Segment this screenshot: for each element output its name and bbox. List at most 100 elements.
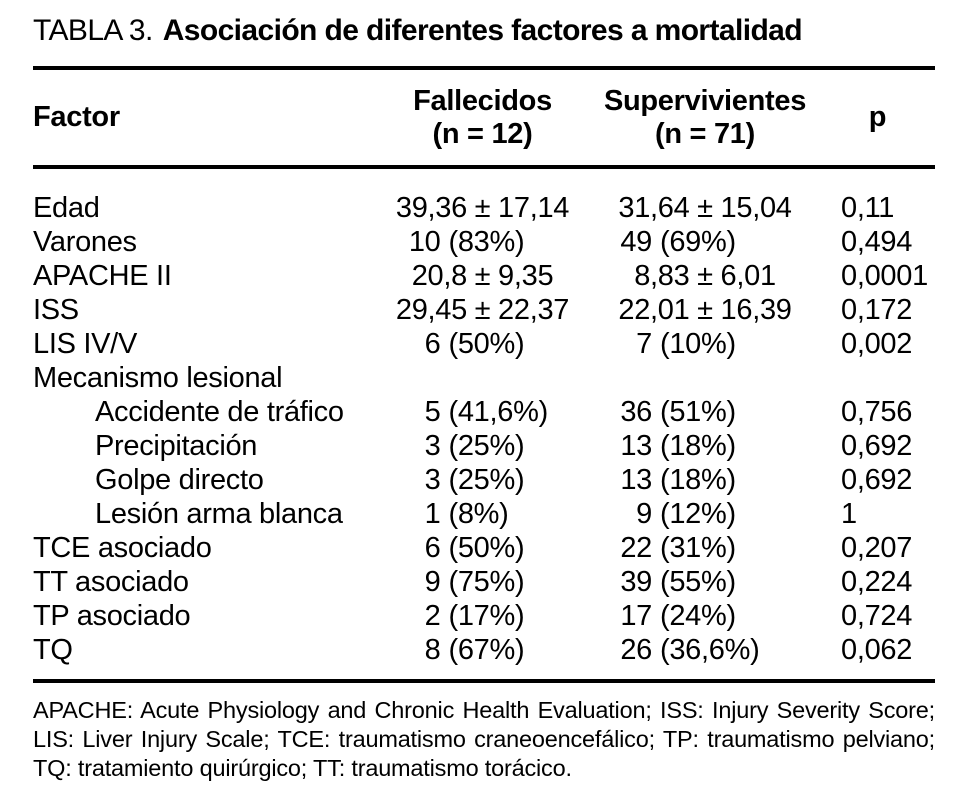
value-mean-sd: 31,64 ± 15,04 [618, 192, 792, 224]
value-percent: (67%) [448, 634, 525, 666]
bottom-rule [33, 679, 935, 683]
value-percent: (41,6%) [448, 396, 549, 428]
row-label: TP asociado [33, 600, 191, 632]
value-percent: (18%) [660, 464, 736, 496]
value-mean-sd: 20,8 ± 9,35 [411, 260, 554, 292]
col-header-fallecidos: Fallecidos (n = 12) [375, 68, 590, 169]
cell-fallecidos: 39,36 ± 17,14 [375, 167, 590, 225]
cell-fallecidos: 9 (75%) [375, 565, 590, 599]
value-mean-sd: 39,36 ± 17,14 [395, 192, 570, 224]
value-count: 13 [620, 430, 652, 462]
footnote-line: LIS: Liver Injury Scale; TCE: traumatism… [33, 726, 935, 752]
table-row-lis: LIS IV/V 6 (50%) 7 (10%) 0,002 [33, 327, 935, 361]
value-count: 7 [636, 328, 652, 360]
value-percent: (83%) [448, 226, 525, 258]
cell-p-value: 0,724 [841, 600, 913, 632]
table-row-iss: ISS 29,45 ± 22,37 22,01 ± 16,39 0,172 [33, 293, 935, 327]
cell-fallecidos-empty [375, 361, 590, 395]
value-count: 39 [620, 566, 652, 598]
value-percent: (12%) [660, 498, 736, 530]
value-percent: (24%) [660, 600, 736, 632]
cell-p-empty [820, 361, 935, 395]
value-percent: (75%) [448, 566, 525, 598]
cell-fallecidos: 6 (50%) [375, 327, 590, 361]
cell-p-value: 0,002 [841, 328, 913, 360]
cell-supervivientes: 31,64 ± 15,04 [590, 167, 820, 225]
table-row-tce: TCE asociado 6 (50%) 22 (31%) 0,207 [33, 531, 935, 565]
value-percent: (69%) [660, 226, 736, 258]
cell-p-value: 0,0001 [841, 260, 928, 292]
cell-supervivientes: 22,01 ± 16,39 [590, 293, 820, 327]
cell-supervivientes: 8,83 ± 6,01 [590, 259, 820, 293]
cell-supervivientes: 17 (24%) [590, 599, 820, 633]
cell-p-value: 0,172 [841, 294, 913, 326]
row-label: Golpe directo [95, 464, 264, 496]
value-percent: (17%) [448, 600, 525, 632]
row-group-label: Mecanismo lesional [33, 362, 283, 394]
table-row-mecanismo-group: Mecanismo lesional [33, 361, 935, 395]
row-label: Accidente de tráfico [95, 396, 344, 428]
value-mean-sd: 8,83 ± 6,01 [634, 260, 776, 292]
value-count: 2 [424, 600, 441, 632]
table-number-label: TABLA 3. [33, 14, 153, 47]
value-count: 5 [424, 396, 441, 428]
cell-p-value: 0,224 [841, 566, 913, 598]
table-row-edad: Edad 39,36 ± 17,14 31,64 ± 15,04 0,11 [33, 167, 935, 225]
cell-fallecidos: 2 (17%) [375, 599, 590, 633]
cell-p-value: 0,207 [841, 532, 913, 564]
cell-supervivientes-empty [590, 361, 820, 395]
cell-p-value: 0,756 [841, 396, 913, 428]
cell-p-value: 0,692 [841, 430, 913, 462]
cell-supervivientes: 9 (12%) [590, 497, 820, 531]
cell-supervivientes: 39 (55%) [590, 565, 820, 599]
cell-p-value: 0,062 [841, 634, 913, 666]
cell-fallecidos: 20,8 ± 9,35 [375, 259, 590, 293]
footnote-line: TQ: tratamiento quirúrgico; TT: traumati… [33, 755, 572, 781]
value-count: 9 [424, 566, 441, 598]
cell-fallecidos: 8 (67%) [375, 633, 590, 679]
table-row-precipitacion: Precipitación 3 (25%) 13 (18%) 0,692 [33, 429, 935, 463]
table-row-varones: Varones 10 (83%) 49 (69%) 0,494 [33, 225, 935, 259]
value-count: 49 [620, 226, 652, 258]
value-percent: (50%) [448, 532, 525, 564]
value-count: 10 [408, 226, 441, 258]
value-count: 22 [620, 532, 652, 564]
table-row-tp: TP asociado 2 (17%) 17 (24%) 0,724 [33, 599, 935, 633]
footnote-line: APACHE: Acute Physiology and Chronic Hea… [33, 697, 935, 723]
table-body: Edad 39,36 ± 17,14 31,64 ± 15,04 0,11 Va… [33, 167, 935, 679]
row-label: Varones [33, 226, 137, 258]
row-label: LIS IV/V [33, 328, 137, 360]
value-count: 8 [424, 634, 441, 666]
value-mean-sd: 22,01 ± 16,39 [618, 294, 792, 326]
col-header-factor: Factor [33, 68, 375, 169]
value-percent: (31%) [660, 532, 736, 564]
cell-supervivientes: 7 (10%) [590, 327, 820, 361]
cell-supervivientes: 36 (51%) [590, 395, 820, 429]
cell-supervivientes: 13 (18%) [590, 463, 820, 497]
row-label: APACHE II [33, 260, 172, 292]
cell-p-value: 0,692 [841, 464, 913, 496]
value-count: 13 [620, 464, 652, 496]
row-label: TT asociado [33, 566, 189, 598]
table-row-tt: TT asociado 9 (75%) 39 (55%) 0,224 [33, 565, 935, 599]
row-label: Lesión arma blanca [95, 498, 343, 530]
table-title: TABLA 3. Asociación de diferentes factore… [33, 13, 935, 49]
cell-fallecidos: 10 (83%) [375, 225, 590, 259]
cell-fallecidos: 3 (25%) [375, 429, 590, 463]
cell-fallecidos: 3 (25%) [375, 463, 590, 497]
row-label: TCE asociado [33, 532, 212, 564]
header-row: Factor Fallecidos (n = 12) Superviviente… [33, 68, 935, 169]
value-count: 6 [424, 532, 441, 564]
cell-p-value: 0,494 [841, 226, 913, 258]
table-title-text: Asociación de diferentes factores a mort… [162, 14, 803, 47]
value-percent: (50%) [448, 328, 525, 360]
cell-supervivientes: 26 (36,6%) [590, 633, 820, 679]
value-mean-sd: 29,45 ± 22,37 [395, 294, 570, 326]
value-count: 26 [620, 634, 652, 666]
row-label: Edad [33, 192, 100, 224]
value-count: 3 [424, 430, 441, 462]
value-percent: (55%) [660, 566, 736, 598]
col-header-fallecidos-line2: (n = 12) [432, 117, 533, 150]
value-count: 3 [424, 464, 441, 496]
